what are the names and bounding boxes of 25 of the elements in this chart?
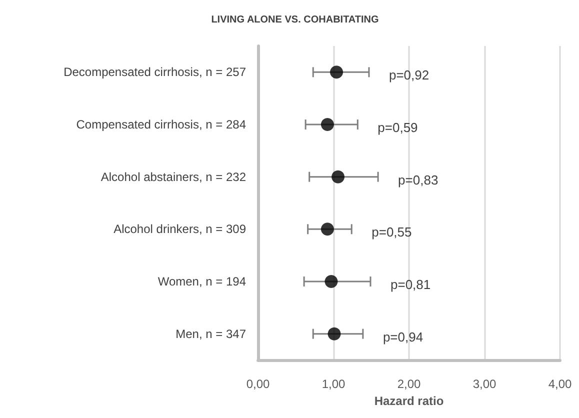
annotation: p=0,59 — [378, 120, 418, 135]
y-tick-label: Decompensated cirrhosis, n = 257 — [64, 65, 246, 80]
x-tick-label: 2,00 — [397, 377, 421, 391]
point — [332, 170, 345, 184]
annotation: p=0,92 — [388, 68, 430, 83]
y-tick-label: Alcohol abstainers, n = 232 — [100, 170, 246, 184]
point — [324, 275, 338, 288]
point — [328, 327, 341, 340]
x-axis-title: Hazard ratio — [374, 394, 444, 408]
x-tick-label: 4,00 — [548, 377, 572, 391]
x-tick-label: 1,00 — [322, 377, 346, 391]
point — [320, 222, 334, 236]
point — [320, 118, 334, 131]
x-tick-label: 0,00 — [246, 377, 270, 391]
annotation: p=0,55 — [372, 224, 412, 240]
annotation: p=0,83 — [398, 172, 438, 188]
point — [330, 66, 344, 79]
annotation: p=0,94 — [382, 329, 424, 344]
x-tick-label: 3,00 — [472, 377, 496, 391]
chart-title: LIVING ALONE VS. COHABITATING — [211, 14, 380, 26]
y-tick-label: Men, n = 347 — [176, 326, 246, 341]
annotation: p=0,81 — [390, 277, 431, 292]
y-tick-label: Women, n = 194 — [158, 274, 246, 288]
y-tick-label: Alcohol drinkers, n = 309 — [114, 222, 246, 236]
y-tick-label: Compensated cirrhosis, n = 284 — [76, 118, 246, 132]
